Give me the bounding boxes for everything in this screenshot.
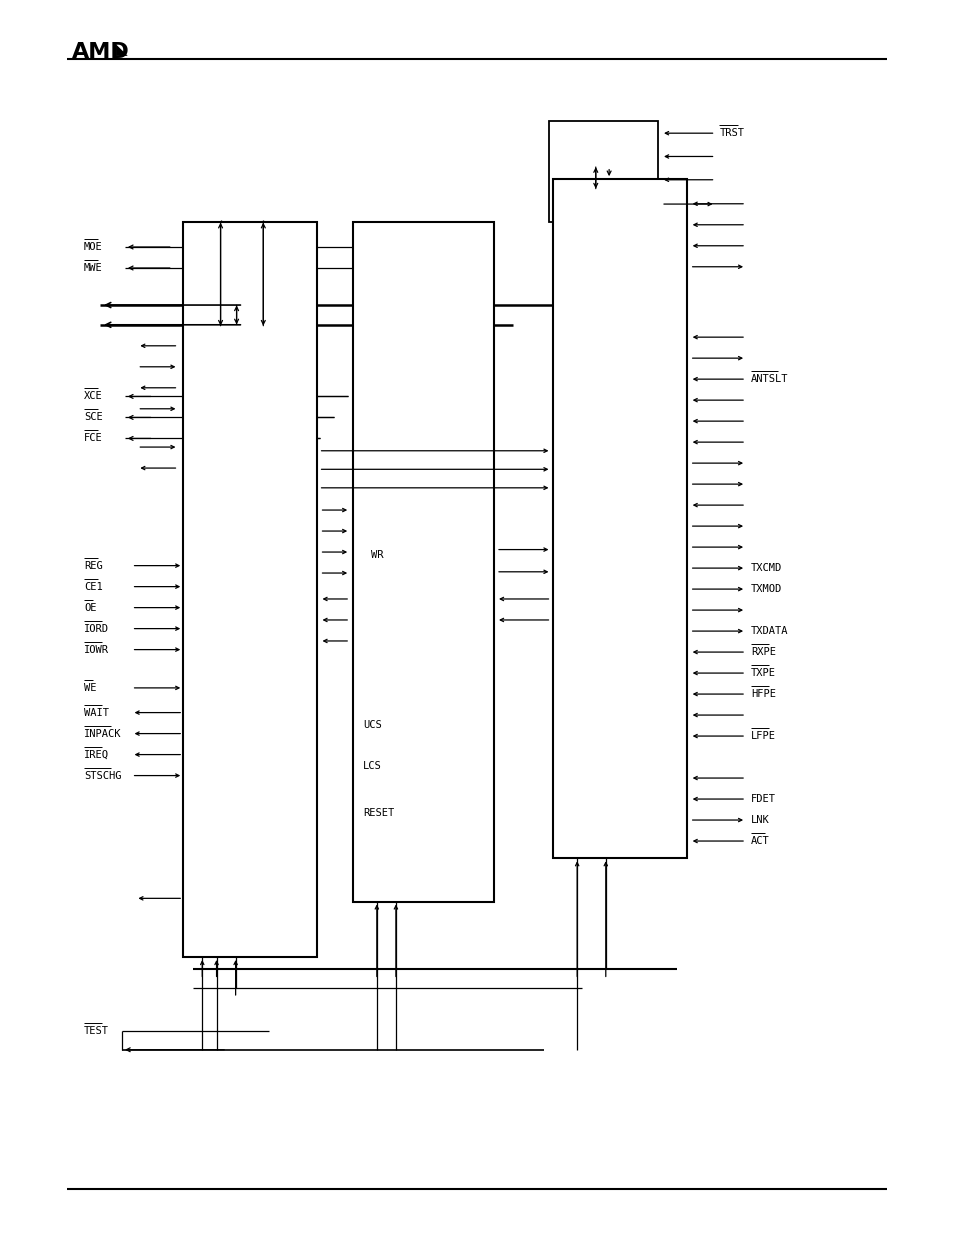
Text: SCE: SCE (84, 412, 103, 422)
Text: IREQ: IREQ (84, 750, 109, 760)
Text: XCE: XCE (84, 391, 103, 401)
Text: TXDATA: TXDATA (750, 626, 787, 636)
Text: HFPE: HFPE (750, 689, 775, 699)
Text: MWE: MWE (84, 263, 103, 273)
Text: STSCHG: STSCHG (84, 771, 121, 781)
Text: ACT: ACT (750, 836, 769, 846)
Text: REG: REG (84, 561, 103, 571)
Bar (353, 222, 494, 902)
Text: WR: WR (371, 550, 383, 561)
Text: ◣: ◣ (116, 42, 128, 57)
Text: UCS: UCS (362, 720, 381, 730)
Text: OE: OE (84, 603, 96, 613)
Text: CE1: CE1 (84, 582, 103, 592)
Bar (553, 179, 686, 858)
Text: FDET: FDET (750, 794, 775, 804)
Text: MOE: MOE (84, 242, 103, 252)
Text: IORD: IORD (84, 624, 109, 634)
Text: TXCMD: TXCMD (750, 563, 781, 573)
Text: ANTSLT: ANTSLT (750, 374, 787, 384)
Text: WAIT: WAIT (84, 708, 109, 718)
Text: RESET: RESET (362, 808, 394, 819)
Bar (183, 222, 316, 957)
Text: AMD: AMD (71, 42, 130, 62)
Text: TXMOD: TXMOD (750, 584, 781, 594)
Text: INPACK: INPACK (84, 729, 121, 739)
Text: LCS: LCS (362, 761, 381, 771)
Text: TRST: TRST (719, 128, 743, 138)
Text: RXPE: RXPE (750, 647, 775, 657)
Text: TXPE: TXPE (750, 668, 775, 678)
Bar (548, 121, 658, 222)
Text: TEST: TEST (84, 1026, 109, 1036)
Text: LNK: LNK (750, 815, 769, 825)
Text: WE: WE (84, 683, 96, 693)
Text: FCE: FCE (84, 433, 103, 443)
Text: LFPE: LFPE (750, 731, 775, 741)
Text: IOWR: IOWR (84, 645, 109, 655)
